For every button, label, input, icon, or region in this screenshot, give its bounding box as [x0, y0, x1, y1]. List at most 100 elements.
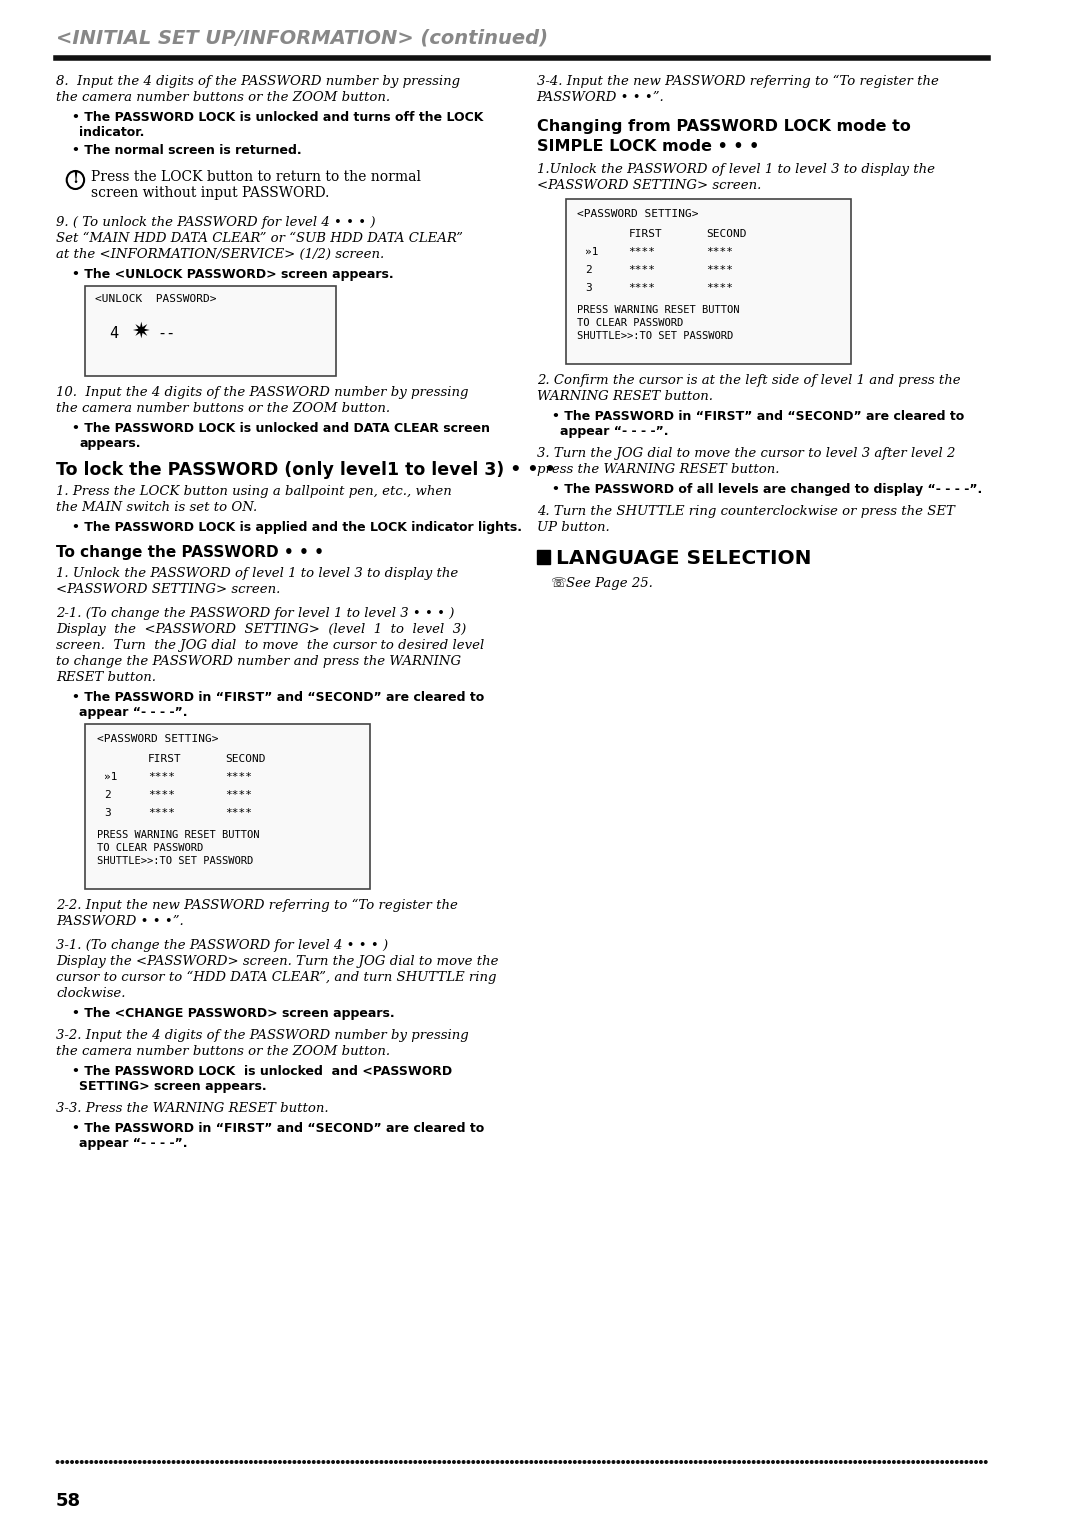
Circle shape: [708, 1461, 712, 1464]
Circle shape: [71, 1461, 73, 1464]
Text: the camera number buttons or the ZOOM button.: the camera number buttons or the ZOOM bu…: [56, 92, 390, 104]
Circle shape: [680, 1461, 683, 1464]
Circle shape: [351, 1461, 353, 1464]
Circle shape: [525, 1461, 528, 1464]
Circle shape: [753, 1461, 755, 1464]
Circle shape: [491, 1461, 494, 1464]
Circle shape: [829, 1461, 833, 1464]
Circle shape: [496, 1461, 499, 1464]
Circle shape: [985, 1461, 987, 1464]
Circle shape: [946, 1461, 948, 1464]
Circle shape: [559, 1461, 562, 1464]
Circle shape: [138, 1461, 141, 1464]
Circle shape: [255, 1461, 257, 1464]
Circle shape: [124, 1461, 126, 1464]
Circle shape: [173, 1461, 175, 1464]
Circle shape: [477, 1461, 480, 1464]
Circle shape: [269, 1461, 271, 1464]
Text: 2: 2: [585, 264, 592, 275]
Circle shape: [569, 1461, 571, 1464]
Circle shape: [579, 1461, 581, 1464]
Circle shape: [685, 1461, 687, 1464]
Text: screen without input PASSWORD.: screen without input PASSWORD.: [91, 186, 329, 200]
Text: TO CLEAR PASSWORD: TO CLEAR PASSWORD: [97, 843, 203, 853]
Text: RESET button.: RESET button.: [56, 671, 157, 685]
Circle shape: [95, 1461, 97, 1464]
Circle shape: [327, 1461, 329, 1464]
Circle shape: [409, 1461, 411, 1464]
Text: ****: ****: [226, 790, 253, 801]
Circle shape: [134, 1461, 136, 1464]
Circle shape: [757, 1461, 759, 1464]
Circle shape: [970, 1461, 972, 1464]
Circle shape: [347, 1461, 349, 1464]
Text: <UNLOCK  PASSWORD>: <UNLOCK PASSWORD>: [95, 293, 216, 304]
Text: »1: »1: [585, 248, 598, 257]
Text: Changing from PASSWORD LOCK mode to: Changing from PASSWORD LOCK mode to: [537, 119, 910, 134]
Circle shape: [249, 1461, 252, 1464]
Circle shape: [163, 1461, 165, 1464]
Text: • The normal screen is returned.: • The normal screen is returned.: [71, 144, 301, 157]
Circle shape: [588, 1461, 591, 1464]
Text: 3-3. Press the WARNING RESET button.: 3-3. Press the WARNING RESET button.: [56, 1102, 328, 1115]
Text: 4: 4: [109, 325, 119, 341]
Circle shape: [438, 1461, 441, 1464]
Circle shape: [646, 1461, 649, 1464]
Circle shape: [820, 1461, 823, 1464]
Text: appear “- - - -”.: appear “- - - -”.: [79, 706, 188, 720]
Circle shape: [936, 1461, 939, 1464]
Circle shape: [187, 1461, 189, 1464]
Circle shape: [782, 1461, 784, 1464]
Circle shape: [689, 1461, 692, 1464]
Text: <PASSWORD SETTING>: <PASSWORD SETTING>: [577, 209, 699, 219]
Text: »1: »1: [105, 772, 118, 782]
Circle shape: [554, 1461, 556, 1464]
Circle shape: [109, 1461, 112, 1464]
Circle shape: [671, 1461, 673, 1464]
Circle shape: [298, 1461, 300, 1464]
Circle shape: [293, 1461, 296, 1464]
Text: ☏: ☏: [550, 578, 566, 590]
Circle shape: [544, 1461, 548, 1464]
Circle shape: [704, 1461, 706, 1464]
Circle shape: [835, 1461, 837, 1464]
Text: the camera number buttons or the ZOOM button.: the camera number buttons or the ZOOM bu…: [56, 402, 390, 416]
Circle shape: [443, 1461, 446, 1464]
Circle shape: [119, 1461, 122, 1464]
Circle shape: [226, 1461, 228, 1464]
Text: to change the PASSWORD number and press the WARNING: to change the PASSWORD number and press …: [56, 656, 461, 668]
Circle shape: [912, 1461, 915, 1464]
Circle shape: [356, 1461, 359, 1464]
Text: cursor to cursor to “HDD DATA CLEAR”, and turn SHUTTLE ring: cursor to cursor to “HDD DATA CLEAR”, an…: [56, 970, 497, 984]
Text: SHUTTLE>>:TO SET PASSWORD: SHUTTLE>>:TO SET PASSWORD: [97, 856, 253, 866]
Circle shape: [216, 1461, 218, 1464]
Circle shape: [612, 1461, 615, 1464]
Circle shape: [632, 1461, 634, 1464]
Circle shape: [366, 1461, 368, 1464]
Circle shape: [772, 1461, 774, 1464]
Text: <PASSWORD SETTING>: <PASSWORD SETTING>: [97, 733, 218, 744]
Circle shape: [288, 1461, 291, 1464]
Circle shape: [90, 1461, 93, 1464]
Text: FIRST: FIRST: [148, 753, 181, 764]
Text: TO CLEAR PASSWORD: TO CLEAR PASSWORD: [577, 318, 684, 329]
Circle shape: [158, 1461, 160, 1464]
Text: ****: ****: [629, 283, 656, 293]
Circle shape: [907, 1461, 909, 1464]
Circle shape: [878, 1461, 880, 1464]
Circle shape: [845, 1461, 847, 1464]
Circle shape: [390, 1461, 392, 1464]
Text: press the WARNING RESET button.: press the WARNING RESET button.: [537, 463, 779, 477]
Circle shape: [573, 1461, 576, 1464]
Circle shape: [874, 1461, 876, 1464]
Circle shape: [854, 1461, 856, 1464]
Circle shape: [535, 1461, 538, 1464]
Text: ****: ****: [148, 772, 175, 782]
Circle shape: [245, 1461, 247, 1464]
Circle shape: [423, 1461, 427, 1464]
Circle shape: [114, 1461, 117, 1464]
Circle shape: [76, 1461, 78, 1464]
Circle shape: [642, 1461, 644, 1464]
Text: appear “- - - -”.: appear “- - - -”.: [79, 1137, 188, 1151]
Text: PASSWORD • • •”.: PASSWORD • • •”.: [537, 92, 664, 104]
